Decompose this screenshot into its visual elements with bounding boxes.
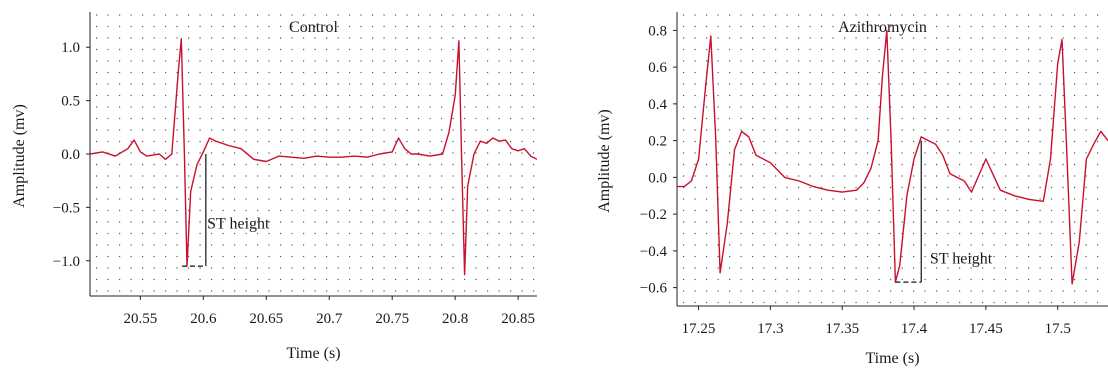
y-tick-label: −1.0 [53,254,80,270]
x-tick-label: 20.85 [501,311,535,327]
y-tick-label: −0.4 [640,244,668,260]
x-axis-title: Time (s) [286,345,340,362]
grid-dots [96,14,535,292]
y-tick-label: 0.2 [648,134,667,150]
y-tick-label: 0.6 [648,60,667,76]
y-tick-label: 1.0 [61,40,80,56]
x-tick-label: 17.45 [969,321,1003,337]
y-axis-title: Amplitude (mv) [11,104,28,208]
chart-panel-2: 0.8 0.6 0.4 0.2 0.0 −0.2 −0.4 −0.6 17.25 17.3 17.3… [596,12,1108,367]
st-height-label: ST height [207,216,270,233]
x-tick-label: 20.8 [442,311,468,327]
x-tick-label: 17.4 [901,321,928,337]
y-tick-label: 0.0 [61,147,80,163]
panel-title: Azithromycin [838,19,927,36]
chart-panel-1: 1.0 0.5 0.0 −0.5 −1.0 20.55 20.6 20.65 20.7 20.75… [11,12,537,362]
x-tick-label: 20.6 [190,311,217,327]
y-tick-label: 0.5 [61,94,80,110]
ecg-series-line [90,38,537,276]
x-tick-label: 20.65 [249,311,283,327]
y-tick-label: 0.4 [648,97,667,113]
grid-dots [683,14,1099,304]
x-tick-label: 17.3 [757,321,783,337]
x-tick-label: 17.25 [682,321,716,337]
ecg-series-line [677,29,1108,285]
y-tick-label: −0.6 [640,281,668,297]
x-tick-label: 20.55 [123,311,157,327]
st-height-label: ST height [930,251,993,268]
x-tick-label: 17.35 [825,321,859,337]
y-tick-label: 0.8 [648,23,667,39]
x-tick-label: 20.7 [316,311,343,327]
x-tick-label: 17.5 [1045,321,1071,337]
y-axis-title: Amplitude (mv) [596,109,613,213]
y-tick-label: 0.0 [648,170,667,186]
y-tick-label: −0.5 [53,200,80,216]
x-axis-title: Time (s) [865,350,919,367]
y-tick-label: −0.2 [640,207,667,223]
x-tick-label: 20.75 [375,311,409,327]
panel-title: Control [289,19,338,36]
